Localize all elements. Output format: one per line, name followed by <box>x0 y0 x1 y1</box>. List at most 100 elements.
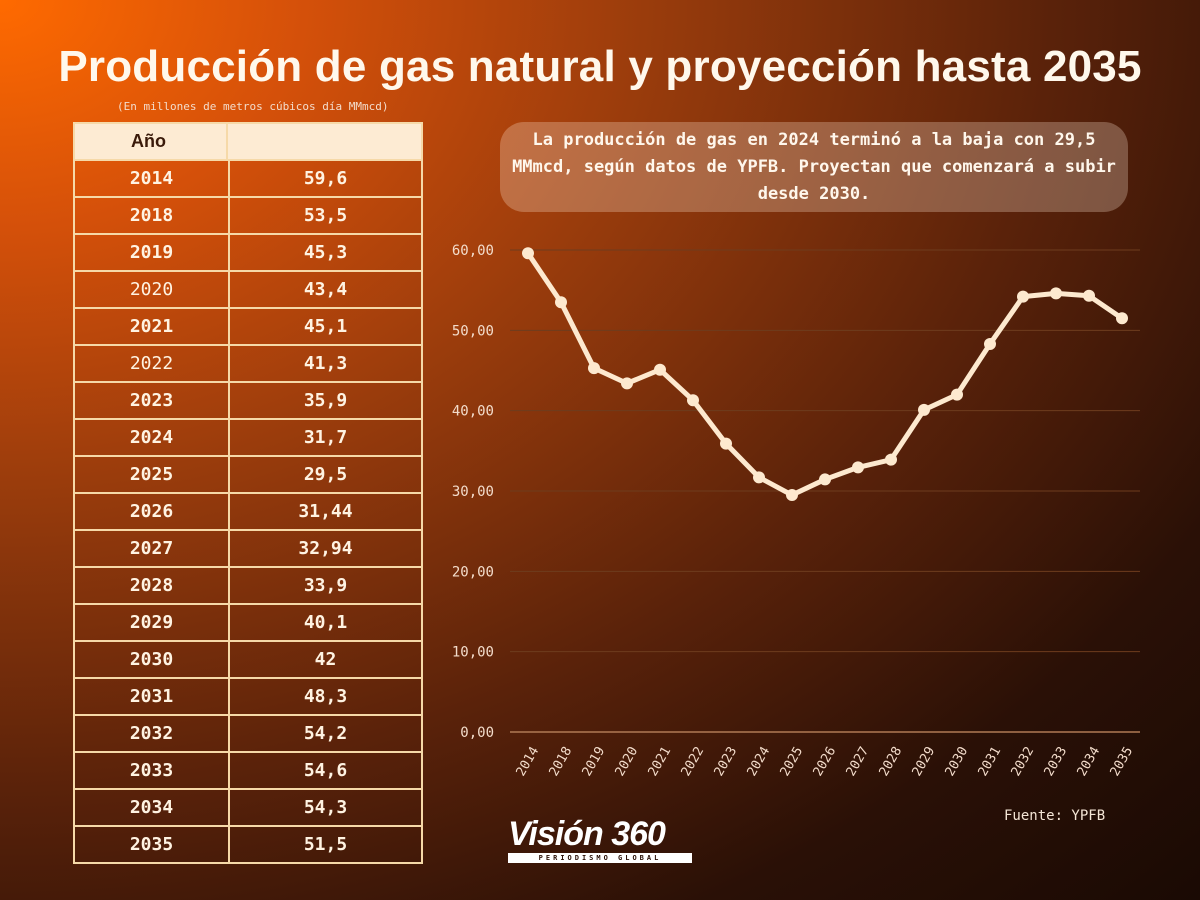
table-header: Año <box>75 124 421 161</box>
x-tick-label: 2033 <box>1042 744 1071 779</box>
series-line <box>525 250 1125 498</box>
data-point <box>522 247 534 260</box>
table-cell-value: 31,44 <box>298 501 353 522</box>
data-table: Año 2014 59,6 2018 53,5 2019 45,3 2020 43,4 2021… <box>73 122 423 864</box>
x-tick-label: 2032 <box>1009 744 1038 779</box>
table-row: 2026 31,44 <box>75 494 421 531</box>
x-tick-label: 2022 <box>679 744 708 779</box>
x-tick-label: 2025 <box>778 744 807 779</box>
table-row: 2021 45,1 <box>75 309 421 346</box>
table-row: 2022 41,3 <box>75 346 421 383</box>
x-tick-label: 2034 <box>1075 744 1104 779</box>
table-row: 2023 35,9 <box>75 383 421 420</box>
table-row: 2014 59,6 <box>75 161 421 198</box>
table-cell-value: 41,3 <box>303 353 348 374</box>
table-cell-value: 43,4 <box>303 279 348 300</box>
table-row: 2033 54,6 <box>75 753 421 790</box>
table-cell-value: 33,9 <box>303 575 348 596</box>
table-cell-value: 45,1 <box>303 316 348 337</box>
table-cell-value: 54,6 <box>303 760 348 781</box>
table-cell-year: 2014 <box>75 161 230 196</box>
x-tick-label: 2031 <box>976 744 1005 779</box>
table-row: 2031 48,3 <box>75 679 421 716</box>
data-point <box>588 362 600 375</box>
table-cell-value: 31,7 <box>303 427 348 448</box>
table-cell-year: 2020 <box>75 272 230 307</box>
x-tick-label: 2024 <box>745 744 774 779</box>
table-cell-year: 2027 <box>75 531 230 566</box>
x-tick-label: 2026 <box>811 744 840 779</box>
table-cell-year: 2034 <box>75 790 230 825</box>
logo-tagline: PERIODISMO GLOBAL <box>508 853 692 863</box>
table-cell-year: 2018 <box>75 198 230 233</box>
x-tick-label: 2028 <box>877 744 906 779</box>
table-row: 2035 51,5 <box>75 827 421 864</box>
table-row: 2020 43,4 <box>75 272 421 309</box>
table-row: 2034 54,3 <box>75 790 421 827</box>
data-point <box>1116 312 1128 325</box>
table-cell-year: 2021 <box>75 309 230 344</box>
table-cell-value: 59,6 <box>303 168 348 189</box>
table-cell-value: 40,1 <box>303 612 348 633</box>
data-point <box>753 471 765 484</box>
table-cell-value: 32,94 <box>298 538 353 559</box>
data-point <box>621 377 633 390</box>
table-row: 2028 33,9 <box>75 568 421 605</box>
data-point <box>1050 287 1062 300</box>
chart-title: Producción de gas natural y proyección h… <box>58 42 1142 91</box>
x-tick-label: 2019 <box>580 744 609 779</box>
table-cell-year: 2025 <box>75 457 230 492</box>
y-tick-label: 60,00 <box>452 243 494 259</box>
y-tick-label: 40,00 <box>452 404 494 420</box>
table-row: 2029 40,1 <box>75 605 421 642</box>
table-cell-year: 2024 <box>75 420 230 455</box>
table-row: 2025 29,5 <box>75 457 421 494</box>
y-tick-label: 50,00 <box>452 323 494 339</box>
table-cell-year: 2022 <box>75 346 230 381</box>
data-point <box>1083 289 1095 302</box>
table-row: 2019 45,3 <box>75 235 421 272</box>
table-cell-value: 51,5 <box>303 834 348 855</box>
data-point <box>918 403 930 416</box>
y-tick-label: 0,00 <box>460 725 494 741</box>
data-point <box>819 473 831 486</box>
table-row: 2027 32,94 <box>75 531 421 568</box>
data-point <box>951 388 963 401</box>
x-tick-label: 2020 <box>613 744 642 779</box>
table-cell-year: 2033 <box>75 753 230 788</box>
table-row: 2032 54,2 <box>75 716 421 753</box>
vision360-logo: Visión 360 PERIODISMO GLOBAL <box>508 815 698 865</box>
table-cell-value: 53,5 <box>303 205 348 226</box>
table-cell-year: 2026 <box>75 494 230 529</box>
source-label: Fuente: YPFB <box>1004 808 1106 824</box>
x-tick-label: 2021 <box>646 744 675 779</box>
table-cell-value: 45,3 <box>303 242 348 263</box>
table-cell-year: 2035 <box>75 827 230 862</box>
logo-name: Visión 360 <box>508 815 666 853</box>
table-cell-year: 2029 <box>75 605 230 640</box>
table-cell-value: 54,2 <box>303 723 348 744</box>
data-point <box>687 394 699 407</box>
table-cell-value: 29,5 <box>303 464 348 485</box>
chart-subtitle: (En millones de metros cúbicos día MMmcd… <box>117 100 389 113</box>
table-cell-value: 54,3 <box>303 797 348 818</box>
table-cell-year: 2019 <box>75 235 230 270</box>
data-point <box>720 437 732 450</box>
data-point <box>654 363 666 376</box>
data-point <box>786 489 798 502</box>
y-tick-label: 30,00 <box>452 484 494 500</box>
table-cell-value: 48,3 <box>303 686 348 707</box>
table-cell-year: 2032 <box>75 716 230 751</box>
table-header-year: Año <box>75 124 228 159</box>
table-header-value <box>228 124 421 159</box>
table-row: 2024 31,7 <box>75 420 421 457</box>
table-cell-value: 42 <box>314 649 337 670</box>
data-point <box>984 337 996 350</box>
y-tick-label: 20,00 <box>452 564 494 580</box>
table-row: 2030 42 <box>75 642 421 679</box>
table-cell-year: 2028 <box>75 568 230 603</box>
x-tick-label: 2023 <box>712 744 741 779</box>
x-tick-label: 2030 <box>943 744 972 779</box>
table-cell-year: 2023 <box>75 383 230 418</box>
